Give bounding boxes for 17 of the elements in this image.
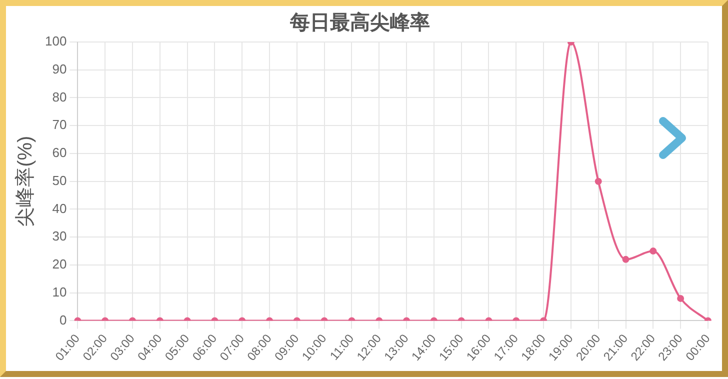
y-tick-label: 100 [44, 34, 67, 49]
y-tick-label: 90 [52, 61, 67, 76]
y-tick-label: 30 [52, 228, 67, 244]
y-tick-label: 0 [59, 312, 67, 328]
y-tick-label: 40 [52, 200, 67, 216]
y-axis-title: 尖峰率(%) [14, 136, 37, 227]
point [677, 294, 684, 302]
point [622, 256, 630, 263]
y-tick-label: 60 [52, 145, 67, 160]
chart-title: 每日最高尖峰率 [289, 10, 430, 34]
point [650, 248, 657, 255]
y-tick-label: 50 [52, 172, 67, 188]
y-tick-label: 20 [52, 256, 67, 272]
y-tick-label: 10 [52, 284, 67, 300]
point [594, 178, 602, 185]
y-tick-label: 80 [52, 89, 67, 104]
y-tick-label: 70 [52, 117, 67, 132]
